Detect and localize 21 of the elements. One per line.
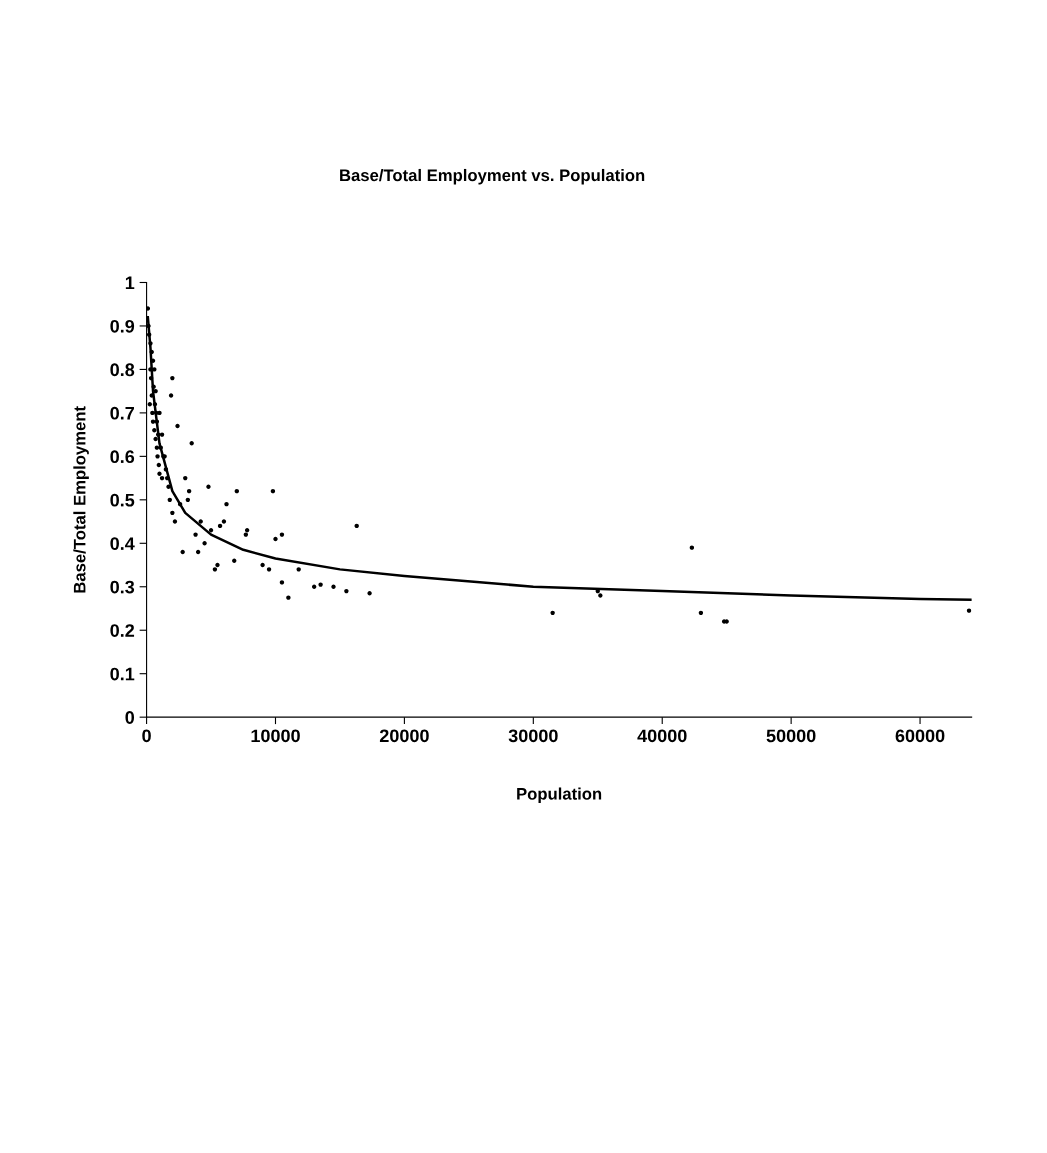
- y-tick-label: 1: [125, 276, 135, 290]
- y-tick-label: 0.6: [110, 450, 135, 464]
- chart-title: Base/Total Employment vs. Population: [340, 168, 645, 185]
- y-tick-label: 0.8: [110, 363, 135, 377]
- x-axis-title: Population: [517, 787, 602, 804]
- y-tick-label: 0.9: [110, 319, 135, 333]
- x-tick-label: 20000: [379, 729, 429, 743]
- x-tick-label: 10000: [251, 729, 300, 743]
- y-tick-label: 0: [125, 711, 135, 724]
- x-tick-label: 60000: [895, 729, 945, 743]
- x-tick-label: 40000: [637, 729, 687, 743]
- y-tick-label: 0.2: [110, 624, 135, 637]
- x-tick-label: 30000: [508, 729, 558, 743]
- y-tick-label: 0.7: [110, 406, 134, 420]
- x-tick-label: 50000: [766, 729, 816, 743]
- x-tick-label: 0: [142, 729, 151, 743]
- y-tick-label: 0.5: [110, 493, 135, 507]
- y-axis-title: Base/Total Employment: [73, 406, 89, 593]
- y-tick-label: 0.4: [110, 537, 135, 551]
- y-tick-label: 0.3: [110, 580, 135, 594]
- y-tick-label: 0.1: [110, 667, 135, 681]
